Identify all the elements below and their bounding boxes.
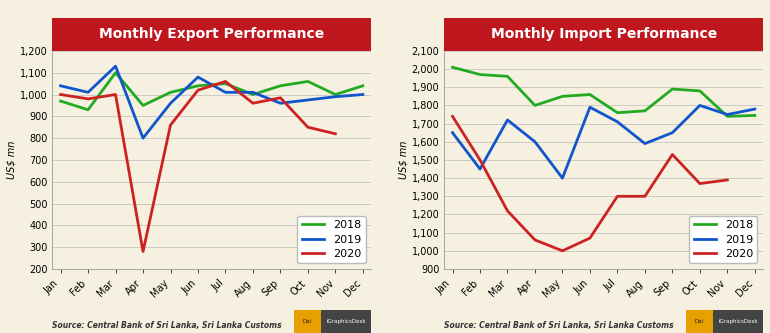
Text: Source: Central Bank of Sri Lanka, Sri Lanka Customs: Source: Central Bank of Sri Lanka, Sri L…: [444, 321, 674, 330]
Text: iGraphicsDesk: iGraphicsDesk: [718, 319, 758, 324]
Text: Dai: Dai: [303, 319, 312, 324]
Text: Dai: Dai: [695, 319, 704, 324]
Text: iGraphicsDesk: iGraphicsDesk: [326, 319, 366, 324]
Y-axis label: US$ mn: US$ mn: [7, 141, 17, 179]
Y-axis label: US$ mn: US$ mn: [399, 141, 409, 179]
Text: Source: Central Bank of Sri Lanka, Sri Lanka Customs: Source: Central Bank of Sri Lanka, Sri L…: [52, 321, 282, 330]
Legend: 2018, 2019, 2020: 2018, 2019, 2020: [297, 216, 366, 263]
Text: Monthly Export Performance: Monthly Export Performance: [99, 27, 324, 41]
Text: Monthly Import Performance: Monthly Import Performance: [490, 27, 717, 41]
Legend: 2018, 2019, 2020: 2018, 2019, 2020: [689, 216, 758, 263]
